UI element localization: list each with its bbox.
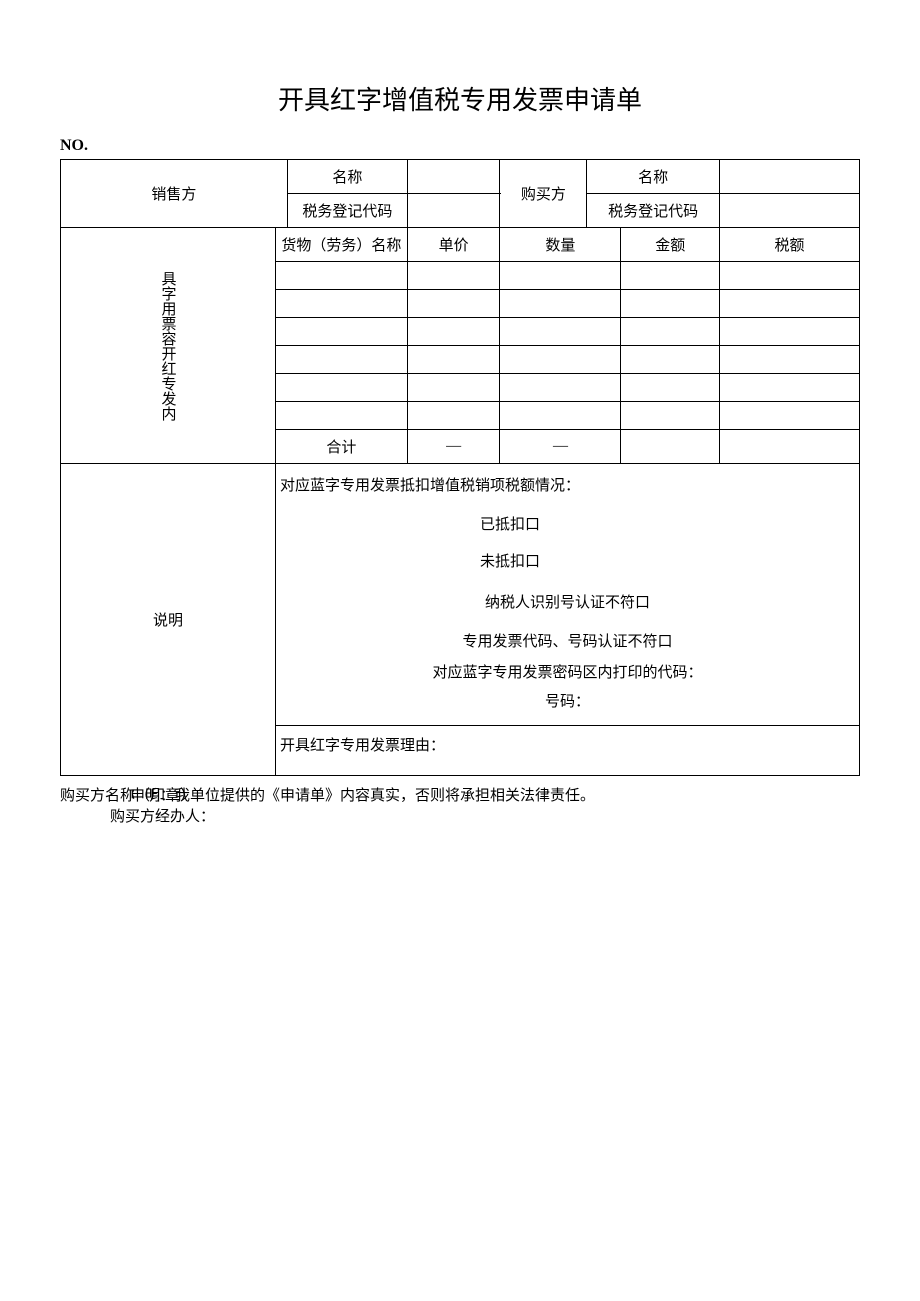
item-qty[interactable] [500,374,621,402]
item-price[interactable] [407,346,500,374]
main-table: 销售方 名称 购买方 名称 税务登记代码 税务登记代码 具字用票容开红专发内 货… [60,159,860,776]
not-deducted-checkbox-text[interactable]: 未抵扣口 [280,534,855,579]
seller-name-value[interactable] [407,160,500,194]
item-tax[interactable] [720,346,860,374]
total-qty: — [500,430,621,464]
declaration-text: 申明：我单位提供的《申请单》内容真实，否则将承担相关法律责任。 [130,784,595,805]
item-amount[interactable] [621,262,720,290]
tax-id-mismatch-text[interactable]: 纳税人识别号认证不符口 [280,579,855,618]
seller-taxcode-value[interactable] [407,194,500,228]
item-goods[interactable] [276,318,408,346]
buyer-name-label: 名称 [587,160,720,194]
seller-label: 销售方 [61,160,288,228]
buyer-taxcode-label: 税务登记代码 [587,194,720,228]
items-vertical-label: 具字用票容开红专发内 [61,228,276,464]
number-text: 号码： [280,688,855,717]
item-qty[interactable] [500,402,621,430]
item-qty[interactable] [500,262,621,290]
total-tax[interactable] [720,430,860,464]
red-invoice-reason-text: 开具红字专用发票理由： [280,734,855,755]
party-row-1: 销售方 名称 购买方 名称 [61,160,860,194]
explanation-row-1: 说明 对应蓝字专用发票抵扣增值税销项税额情况： 已抵扣口 未抵扣口 纳税人识别号… [61,464,860,726]
invoice-code-mismatch-text[interactable]: 专用发票代码、号码认证不符口 [280,618,855,657]
item-tax[interactable] [720,290,860,318]
item-price[interactable] [407,290,500,318]
footer-line-1: 购买方名称（印章） 申明：我单位提供的《申请单》内容真实，否则将承担相关法律责任… [60,784,860,805]
item-price[interactable] [407,374,500,402]
header-price: 单价 [407,228,500,262]
item-qty[interactable] [500,318,621,346]
items-header-row: 具字用票容开红专发内 货物（劳务）名称 单价 数量 金额 税额 [61,228,860,262]
item-amount[interactable] [621,374,720,402]
item-amount[interactable] [621,402,720,430]
header-amount: 金额 [621,228,720,262]
buyer-handler-text: 购买方经办人： [60,805,860,826]
buyer-name-value[interactable] [719,160,859,194]
item-amount[interactable] [621,346,720,374]
item-tax[interactable] [720,374,860,402]
item-price[interactable] [407,318,500,346]
item-goods[interactable] [276,346,408,374]
footer-section: 购买方名称（印章） 申明：我单位提供的《申请单》内容真实，否则将承担相关法律责任… [60,784,860,826]
explanation-label: 说明 [61,464,276,776]
header-goods: 货物（劳务）名称 [276,228,408,262]
item-qty[interactable] [500,346,621,374]
item-goods[interactable] [276,402,408,430]
total-label: 合计 [276,430,408,464]
item-tax[interactable] [720,402,860,430]
header-qty: 数量 [500,228,621,262]
explanation-deduction-cell: 对应蓝字专用发票抵扣增值税销项税额情况： 已抵扣口 未抵扣口 纳税人识别号认证不… [276,464,860,726]
header-tax: 税额 [720,228,860,262]
item-qty[interactable] [500,290,621,318]
red-invoice-reason-cell[interactable]: 开具红字专用发票理由： [276,726,860,776]
seller-taxcode-label: 税务登记代码 [287,194,407,228]
item-tax[interactable] [720,318,860,346]
item-price[interactable] [407,262,500,290]
total-amount[interactable] [621,430,720,464]
seller-name-label: 名称 [287,160,407,194]
form-title: 开具红字增值税专用发票申请单 [60,80,860,117]
total-price: — [407,430,500,464]
item-tax[interactable] [720,262,860,290]
item-goods[interactable] [276,374,408,402]
item-amount[interactable] [621,318,720,346]
item-price[interactable] [407,402,500,430]
blue-invoice-deduction-text: 对应蓝字专用发票抵扣增值税销项税额情况： [280,472,855,497]
buyer-label: 购买方 [500,160,587,228]
item-amount[interactable] [621,290,720,318]
buyer-taxcode-value[interactable] [719,194,859,228]
item-goods[interactable] [276,262,408,290]
blue-invoice-code-text: 对应蓝字专用发票密码区内打印的代码： [280,657,855,688]
item-goods[interactable] [276,290,408,318]
no-label: NO. [60,137,860,155]
deducted-checkbox-text[interactable]: 已抵扣口 [280,497,855,534]
